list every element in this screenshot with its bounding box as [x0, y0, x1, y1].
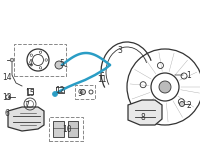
Text: 1: 1 [187, 71, 191, 80]
Circle shape [10, 58, 14, 62]
Text: 9: 9 [78, 88, 82, 97]
Text: 7: 7 [25, 101, 29, 110]
Text: 6: 6 [5, 110, 9, 118]
Text: 5: 5 [60, 59, 64, 67]
Bar [68, 121, 78, 137]
Circle shape [81, 90, 86, 95]
Circle shape [55, 61, 63, 69]
Text: 4: 4 [28, 59, 32, 67]
Text: 12: 12 [55, 86, 65, 95]
Text: 2: 2 [187, 101, 191, 110]
Text: 15: 15 [25, 88, 35, 97]
Text: 11: 11 [97, 75, 107, 83]
Circle shape [180, 101, 184, 106]
Text: 14: 14 [2, 72, 12, 81]
Polygon shape [128, 100, 162, 125]
Circle shape [159, 81, 171, 93]
Polygon shape [8, 107, 44, 131]
Text: 10: 10 [62, 125, 72, 133]
Text: 8: 8 [141, 112, 145, 122]
Bar [53, 121, 64, 137]
Text: 3: 3 [118, 46, 122, 55]
Text: 13: 13 [2, 92, 12, 101]
Circle shape [53, 91, 58, 96]
